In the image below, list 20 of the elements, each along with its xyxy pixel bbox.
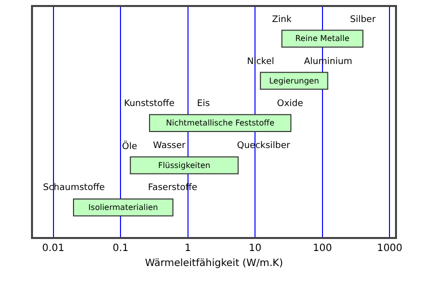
y-tick-label: Reine Metalle — [295, 34, 350, 44]
annotation: Eis — [197, 99, 210, 109]
x-tick-label: 1000 — [376, 242, 402, 254]
annotation: Zink — [272, 15, 292, 25]
y-tick-label: Flüssigkeiten — [158, 160, 210, 170]
x-axis-title: Wärmeleitfähigkeit (W/m.K) — [145, 258, 284, 269]
annotation: Kunststoffe — [124, 99, 176, 109]
x-tick-label: 0.01 — [42, 242, 64, 254]
annotation: Oxide — [277, 99, 304, 109]
bar — [73, 198, 174, 216]
x-tick-label: 100 — [312, 242, 332, 254]
x-tick-label: 0.1 — [112, 242, 128, 254]
x-tick-label: 10 — [248, 242, 262, 254]
y-tick-label: Isoliermaterialien — [88, 202, 158, 212]
y-tick-label: Legierungen — [269, 76, 320, 86]
y-tick-label: Nichtmetallische Feststoffe — [166, 118, 274, 128]
annotation: Wasser — [153, 141, 186, 151]
annotation: Öle — [122, 140, 138, 152]
annotation: Silber — [350, 15, 376, 25]
x-tick-label: 1 — [184, 242, 192, 254]
